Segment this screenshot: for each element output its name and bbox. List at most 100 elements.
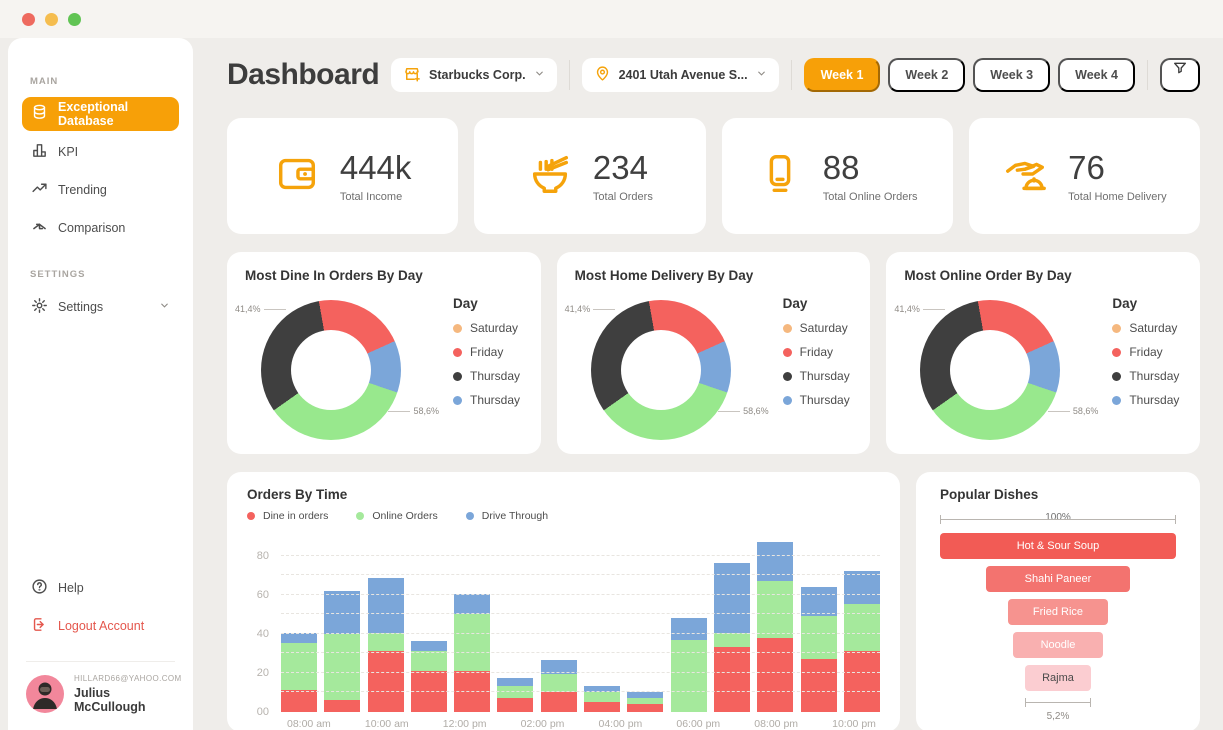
bar-segment-drive — [757, 542, 794, 581]
kpi-value: 444k — [339, 149, 412, 186]
y-tick-label: 20 — [256, 666, 269, 679]
close-window-button[interactable] — [22, 12, 35, 26]
stacked-bar — [324, 591, 361, 712]
header: Dashboard Starbucks Corp. — [227, 58, 1200, 92]
location-select-value: 2401 Utah Avenue S... — [618, 68, 748, 82]
stacked-bar — [800, 587, 837, 712]
window-titlebar — [0, 0, 1223, 38]
week-button-4[interactable]: Week 4 — [1058, 58, 1135, 92]
funnel-row: Fried Rice — [1008, 599, 1108, 625]
legend-item: Saturday — [1112, 321, 1179, 335]
sidebar-item-logout[interactable]: Logout Account — [22, 609, 179, 643]
card-title: Most Dine In Orders By Day — [245, 268, 423, 283]
donut-label-left: 41,4% — [894, 304, 948, 314]
sidebar-item-kpi[interactable]: KPI — [22, 135, 179, 169]
chevron-down-icon — [159, 300, 170, 314]
stacked-bar — [584, 686, 621, 712]
store-icon — [403, 65, 421, 86]
bar-segment-drive — [281, 633, 317, 643]
week-button-2[interactable]: Week 2 — [888, 58, 966, 92]
x-tick-label: 08:00 am — [287, 718, 331, 730]
sidebar-section-settings: SETTINGS — [30, 269, 86, 280]
sidebar-item-exceptional-database[interactable]: Exceptional Database — [22, 97, 179, 131]
legend-dot — [782, 371, 792, 381]
plot-area — [281, 536, 880, 712]
gridline — [281, 632, 880, 634]
page-title: Dashboard — [227, 58, 380, 91]
legend-item: Friday — [1112, 345, 1179, 359]
user-profile[interactable]: HILLARD66@YAHOO.COM Julius McCullough — [22, 674, 181, 720]
database-icon — [31, 104, 48, 124]
sidebar-divider — [26, 661, 175, 662]
sidebar-item-settings[interactable]: Settings — [22, 290, 179, 324]
chevron-down-icon — [756, 68, 767, 82]
legend-dot — [247, 512, 255, 520]
week-button-3[interactable]: Week 3 — [973, 58, 1051, 92]
gridline — [281, 671, 880, 673]
x-tick-label: 06:00 pm — [676, 718, 721, 730]
bar-segment-dine — [584, 702, 621, 712]
legend-dot — [1112, 347, 1122, 357]
sidebar-item-comparison[interactable]: Comparison — [22, 211, 179, 245]
bar-segment-drive — [670, 618, 707, 640]
gridline — [281, 613, 880, 615]
legend-dot — [782, 323, 792, 333]
sidebar-item-help[interactable]: Help — [22, 571, 179, 605]
gridline — [281, 652, 880, 654]
stacked-bar — [843, 571, 880, 712]
bar-segment-dine — [497, 698, 534, 712]
x-tick-label: 08:00 pm — [754, 718, 799, 730]
legend-dot — [465, 512, 474, 520]
week-button-1[interactable]: Week 1 — [803, 58, 881, 92]
kpi-value: 76 — [1068, 149, 1105, 186]
user-name: Julius McCullough — [74, 686, 146, 714]
legend-item: Thursday — [1112, 393, 1179, 407]
filter-button[interactable] — [1160, 58, 1200, 92]
x-tick-label: 04:00 pm — [598, 718, 643, 730]
funnel-row: Rajma — [1024, 665, 1092, 691]
bottom-row: Orders By Time Dine in orders Online Orde… — [227, 472, 1200, 730]
funnel-row: Noodle — [1013, 632, 1103, 658]
legend-dot — [453, 371, 462, 381]
sidebar-item-trending[interactable]: Trending — [22, 173, 179, 207]
bar-segment-drive — [540, 660, 577, 674]
legend-dot — [356, 512, 365, 520]
company-select[interactable]: Starbucks Corp. — [391, 58, 557, 92]
bar-segment-online — [454, 614, 491, 671]
kpi-value: 88 — [822, 149, 860, 186]
legend-item: Friday — [453, 345, 520, 359]
legend-item: Drive Through — [465, 510, 548, 522]
bar-segment-drive — [454, 594, 491, 614]
legend-dot — [1112, 323, 1122, 333]
funnel-row: Hot & Sour Soup — [940, 533, 1176, 559]
noodle-bowl-icon — [527, 151, 573, 202]
donut-legend: Day Saturday Friday Thursday Thursday — [782, 296, 850, 417]
bar-segment-dine — [324, 700, 361, 712]
bar-segment-drive — [497, 678, 534, 686]
bar-segment-drive — [584, 686, 621, 692]
stacked-bar — [627, 692, 664, 712]
gridline — [281, 554, 880, 556]
sidebar-item-label: Trending — [58, 183, 107, 197]
legend-dot — [453, 347, 462, 357]
avatar — [26, 675, 64, 713]
legend-item: Thursday — [453, 369, 520, 383]
donut-card-online-order: Most Online Order By Day 41,4% 58,6% Day… — [886, 252, 1201, 454]
legend-item: Dine in orders — [247, 510, 328, 522]
x-tick-label: 12:00 pm — [442, 718, 487, 730]
bar-segment-online — [800, 616, 837, 659]
kpi-card-total-online-orders: 88 Total Online Orders — [721, 118, 953, 234]
location-select[interactable]: 2401 Utah Avenue S... — [581, 58, 779, 92]
donut-card-home-delivery: Most Home Delivery By Day 41,4% 58,6% Da… — [556, 252, 871, 454]
legend-item: Online Orders — [356, 510, 438, 522]
legend-item: Thursday — [782, 369, 850, 383]
minimize-window-button[interactable] — [45, 12, 58, 26]
maximize-window-button[interactable] — [68, 12, 81, 26]
x-tick-label: 02:00 pm — [520, 718, 565, 730]
sidebar-item-label: Settings — [58, 300, 104, 314]
legend-item: Saturday — [782, 321, 850, 335]
bar-segment-dine — [281, 690, 317, 712]
kpi-card-total-orders: 234 Total Orders — [474, 118, 706, 234]
legend-dot — [453, 323, 462, 333]
popular-dishes-card: Popular Dishes 100% Hot & Sour Soup Shahi… — [916, 472, 1200, 730]
